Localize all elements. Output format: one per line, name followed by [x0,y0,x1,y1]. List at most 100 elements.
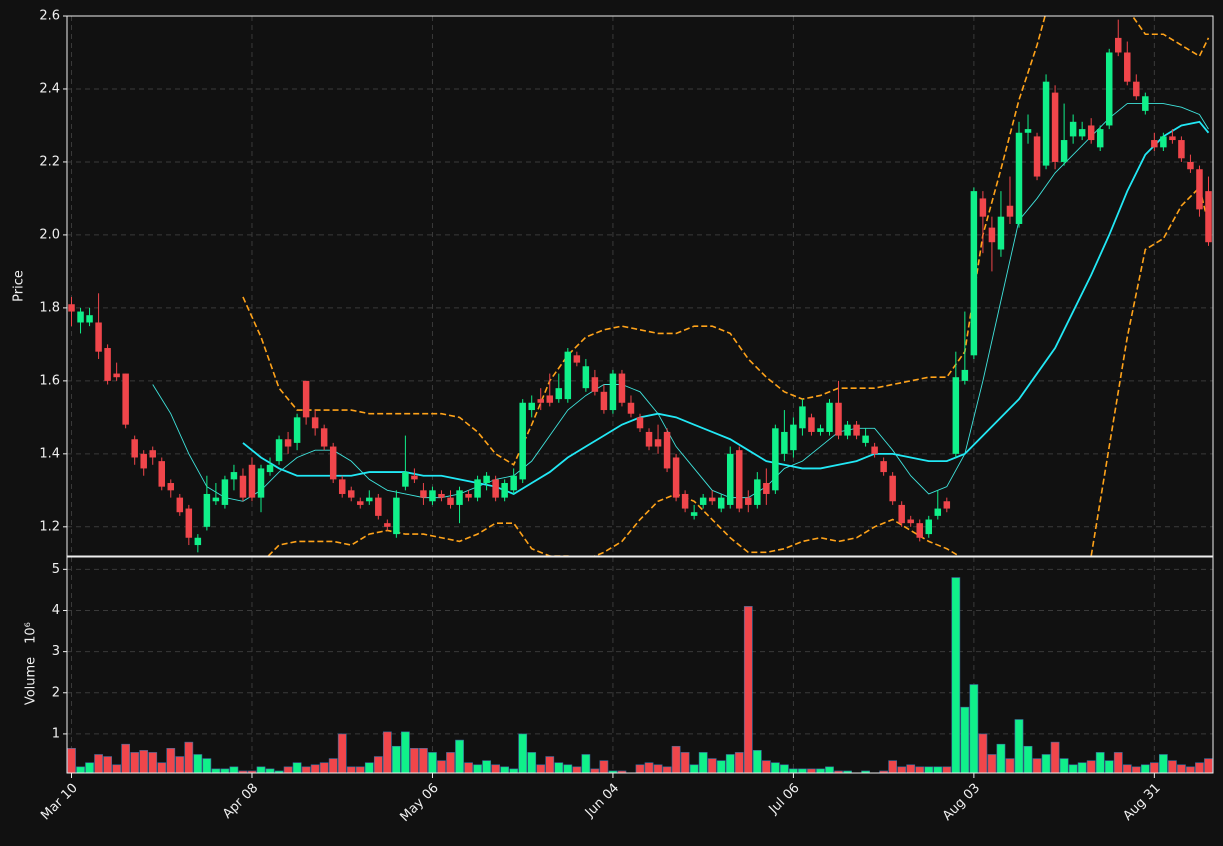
candle-body [1105,52,1113,126]
candle-body [537,399,544,403]
volume-bar [1050,741,1060,774]
volume-bar [491,764,500,774]
volume-bar [536,764,546,774]
volume-bar [924,766,934,774]
candle-body [1096,129,1104,148]
candle-body [1042,81,1050,166]
volume-bar [401,731,410,774]
volume-bar [780,764,789,774]
volume-bar [382,731,392,774]
volume-bar [139,750,149,774]
price-frame [66,15,1214,557]
volume-bar [807,768,816,774]
candle-body [528,402,535,411]
y-tick-label: 3 [52,644,60,659]
volume-bar [392,745,401,774]
volume-bar [355,766,365,774]
candle-body [483,475,490,484]
volume-axis-label: Volume [24,657,39,705]
candle-body [248,464,256,498]
candle-body [302,380,310,418]
candle-body [311,417,319,429]
volume-bar [428,752,437,774]
y-tick-label: 4 [52,603,60,618]
volume-bar [328,758,338,774]
y-tick-label: 2.0 [39,227,60,242]
candle-body [1124,52,1131,82]
candle-body [717,497,725,509]
volume-bar [1140,764,1150,774]
volume-bar [265,768,275,774]
candle-body [970,191,978,356]
volume-bar [211,768,221,774]
volume-bar [1023,745,1033,774]
volume-bar [527,752,537,774]
candle-body [672,457,680,498]
candle-body [1178,140,1185,159]
candle-body [916,523,923,538]
candle-body [627,402,635,414]
volume-bar [202,758,212,774]
candle-body [86,315,93,323]
candle-body [961,369,969,381]
volume-bar [1032,758,1042,774]
volume-bar [888,760,898,774]
candle-body [1087,125,1095,141]
volume-bar [996,743,1006,774]
candle-body [1115,37,1122,53]
candle-body [1169,136,1176,141]
candle-body [790,424,797,451]
volume-bar [283,766,293,774]
volume-bar [599,760,609,774]
candle-body [131,439,138,458]
volume-bar [1041,754,1051,774]
candle-body [997,216,1005,250]
candle-body [799,406,806,429]
volume-bar [969,684,979,774]
volume-bar [734,752,744,774]
y-tick-label: 1.2 [39,519,60,534]
volume-bar [1177,764,1186,774]
volume-bar [437,760,446,774]
volume-bar [310,764,320,774]
volume-bar [1131,766,1141,774]
volume-bar [256,766,266,774]
volume-bar [798,768,807,774]
candle-body [726,453,734,505]
volume-bar [671,745,681,774]
candle-body [357,501,364,505]
candle-body [1160,136,1167,148]
candle-body [113,373,120,378]
candle-body [519,402,526,480]
candle-body [77,311,84,323]
candle-body [1187,161,1194,170]
volume-bar [816,768,825,774]
candle-body [654,439,662,447]
volume-bar [897,766,907,774]
candle-body [221,479,229,505]
volume-bar [103,756,112,774]
volume-bar [680,752,690,774]
volume-bar [1014,719,1024,774]
candle-body [149,450,156,458]
candle-body [781,431,788,454]
volume-bar [1005,758,1015,774]
volume-bar [1195,762,1204,774]
volume-bar [1113,752,1123,774]
volume-bar [373,756,383,774]
candle-body [844,424,851,436]
candle-body [943,501,951,509]
volume-bar [725,754,735,774]
volume-bar [1168,760,1177,774]
volume-bar [789,768,798,774]
volume-bar [184,741,194,774]
volume-bar [960,706,970,774]
volume-bar [554,762,564,774]
volume-bar [1159,754,1168,774]
volume-bar [825,766,834,774]
candle-body [663,431,671,469]
candle-body [609,373,617,411]
volume-bar [1204,758,1213,774]
candle-body [158,461,165,487]
